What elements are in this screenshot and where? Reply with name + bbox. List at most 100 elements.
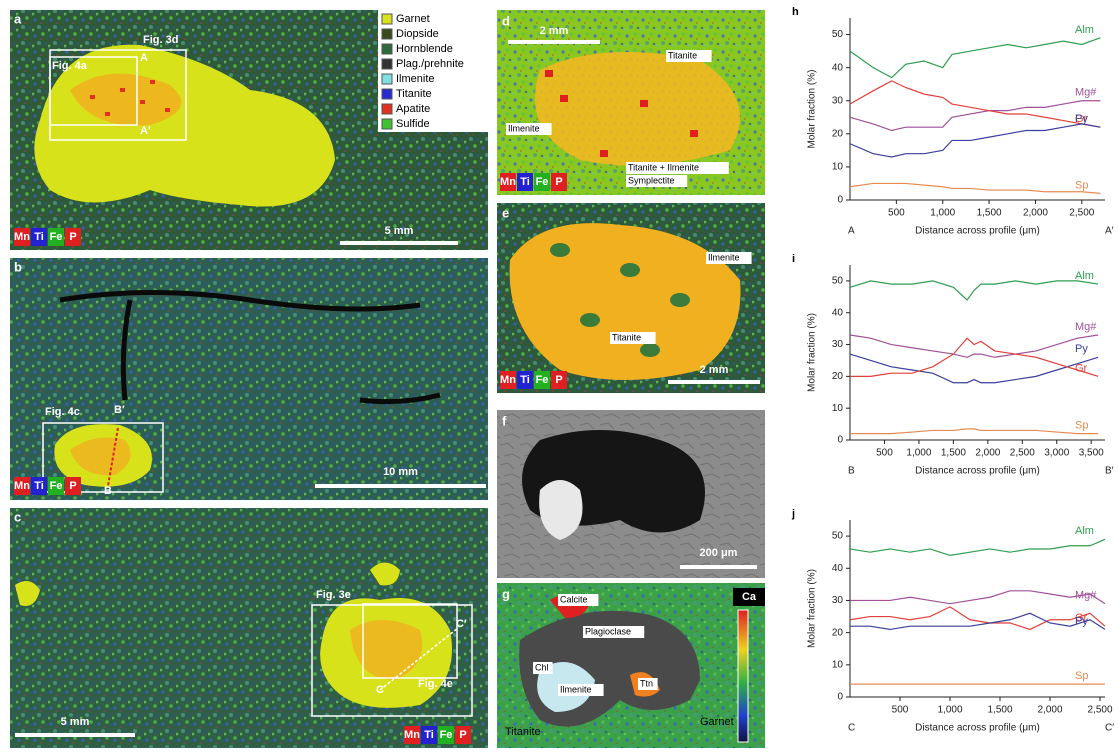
label: Ilmenite [508, 123, 540, 133]
series-label: Py [1075, 113, 1088, 125]
y-tick-label: 0 [837, 195, 843, 206]
legend-swatch [382, 104, 392, 114]
label: Mn [500, 176, 516, 188]
series-label: Alm [1075, 525, 1094, 537]
x-endpoint: C′ [1105, 723, 1114, 734]
series-label: Mg# [1075, 590, 1097, 602]
series-label: Sp [1075, 420, 1088, 432]
label: 10 mm [383, 466, 418, 478]
series-label: Sp [1075, 179, 1088, 191]
x-endpoint: B′ [1105, 466, 1114, 477]
x-tick-label: 2,500 [1087, 705, 1112, 716]
label: Sulfide [396, 118, 430, 130]
label: Hornblende [396, 43, 453, 55]
legend-swatch [382, 89, 392, 99]
label: Mn [500, 374, 516, 386]
label: 2 mm [700, 364, 729, 376]
scale-bar [340, 241, 458, 245]
x-tick-label: 2,000 [1037, 705, 1062, 716]
apatite [545, 70, 553, 77]
series-line [850, 335, 1098, 357]
series-line [850, 338, 1098, 376]
label: Ilmenite [708, 252, 740, 262]
x-tick-label: 2,000 [975, 448, 1000, 459]
series-line [850, 38, 1100, 78]
label: b [14, 259, 22, 274]
series-label: Py [1075, 615, 1088, 627]
x-tick-label: 2,000 [1023, 208, 1048, 219]
legend-swatch [382, 74, 392, 84]
y-tick-label: 40 [832, 307, 844, 318]
label: Fig. 3e [316, 589, 351, 601]
hornblende [670, 293, 690, 307]
x-tick-label: 1,500 [987, 705, 1012, 716]
y-tick-label: 20 [832, 371, 844, 382]
color-bar [738, 610, 748, 742]
x-endpoint: A′ [1105, 226, 1114, 237]
apatite [90, 95, 95, 99]
x-axis-label: Distance across profile (μm) [915, 226, 1040, 237]
label: Mn [404, 729, 420, 741]
x-tick-label: 500 [892, 705, 909, 716]
x-axis-label: Distance across profile (μm) [915, 466, 1040, 477]
series-line [850, 101, 1100, 131]
series-label: Alm [1075, 270, 1094, 282]
label: Fig. 4a [52, 60, 88, 72]
label: B′ [114, 404, 125, 416]
scale-bar [508, 40, 600, 44]
label: a [14, 11, 22, 26]
label: A′ [140, 125, 151, 137]
apatite [140, 100, 145, 104]
x-tick-label: 1,500 [977, 208, 1002, 219]
y-tick-label: 50 [832, 29, 844, 40]
x-tick-label: 1,000 [930, 208, 955, 219]
label: Garnet [396, 13, 430, 25]
label: C [376, 684, 384, 696]
y-tick-label: 50 [832, 276, 844, 287]
series-label: Sp [1075, 670, 1088, 682]
y-tick-label: 30 [832, 595, 844, 606]
label: e [502, 205, 509, 220]
hornblende [580, 313, 600, 327]
label: Fe [50, 231, 63, 243]
label: Ca [742, 591, 757, 603]
y-tick-label: 0 [837, 435, 843, 446]
y-tick-label: 30 [832, 339, 844, 350]
hornblende [550, 243, 570, 257]
y-tick-label: 10 [832, 659, 844, 670]
label: P [555, 374, 562, 386]
y-tick-label: 10 [832, 162, 844, 173]
label: 200 μm [700, 547, 738, 559]
y-tick-label: 20 [832, 627, 844, 638]
label: Fig. 4e [418, 678, 453, 690]
series-line [850, 591, 1105, 604]
label: 5 mm [61, 716, 90, 728]
label: Fe [536, 374, 549, 386]
label: Plagioclase [585, 626, 631, 636]
label: Plag./prehnite [396, 58, 464, 70]
y-tick-label: 20 [832, 128, 844, 139]
x-tick-label: 500 [888, 208, 905, 219]
legend-swatch [382, 59, 392, 69]
x-tick-label: 2,500 [1069, 208, 1094, 219]
label: Calcite [560, 594, 588, 604]
label: Ilmenite [396, 73, 435, 85]
page: {"panels":{ "a":{"letter":"a","legend":[… [0, 0, 1118, 752]
label: Garnet [700, 716, 734, 728]
x-tick-label: 3,000 [1044, 448, 1069, 459]
label: Fe [536, 176, 549, 188]
series-line [850, 281, 1098, 300]
label: Ttn [640, 678, 653, 688]
label: Titanite [612, 332, 641, 342]
apatite [105, 112, 110, 116]
y-tick-label: 40 [832, 563, 844, 574]
label: g [502, 586, 510, 601]
apatite [640, 100, 648, 107]
label: Titanite + Ilmenite [628, 162, 699, 172]
label: P [459, 729, 466, 741]
scale-bar [315, 484, 486, 488]
x-endpoint: A [848, 226, 855, 237]
label: P [555, 176, 562, 188]
label: Fe [50, 480, 63, 492]
label: Chl [535, 662, 549, 672]
